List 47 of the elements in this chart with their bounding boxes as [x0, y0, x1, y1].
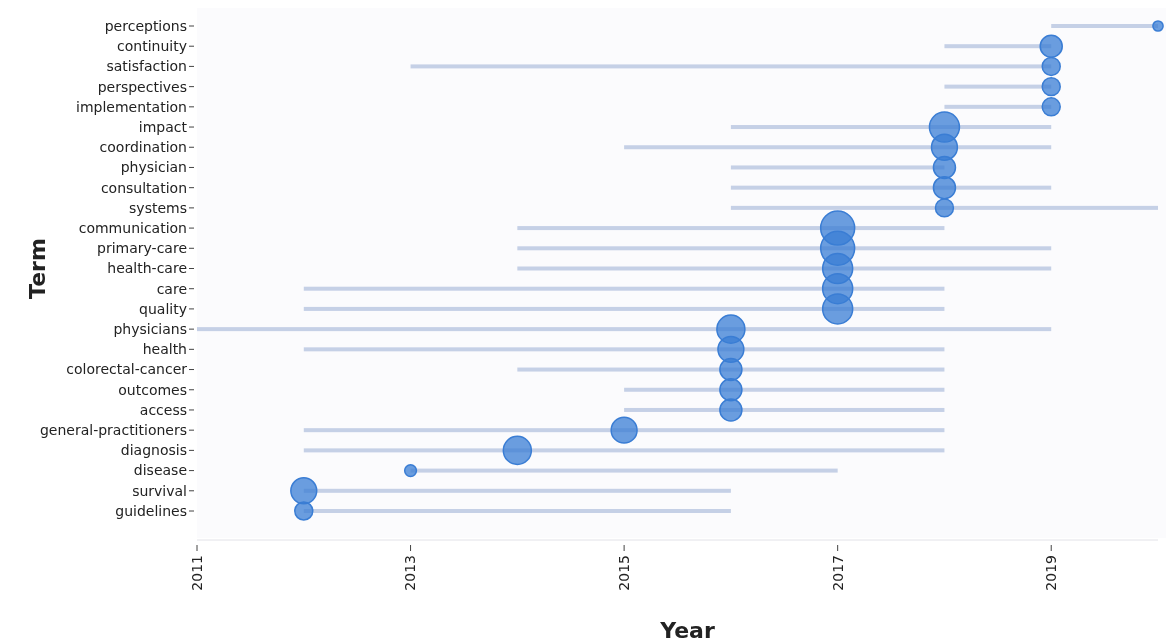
y-tick-label: systems [129, 199, 187, 216]
y-tick-label: perspectives [97, 78, 187, 95]
bar [624, 407, 945, 412]
bar [303, 347, 945, 352]
y-tick-label: guidelines [115, 502, 187, 519]
y-tick-label: quality [139, 300, 187, 317]
bar [517, 266, 1052, 271]
y-tick-label: survival [132, 482, 187, 499]
y-tick-label: care [156, 280, 187, 297]
bar [517, 246, 1052, 251]
y-tick-label: physicians [113, 321, 187, 338]
bar [303, 428, 945, 433]
y-tick-label: physician [120, 159, 187, 176]
y-tick-label: disease [133, 462, 187, 479]
y-tick-label: colorectal-cancer [66, 361, 188, 378]
bar [303, 306, 945, 311]
y-tick-label: access [139, 401, 187, 418]
y-tick-label: diagnosis [120, 442, 187, 459]
bar [303, 448, 945, 453]
bar [303, 286, 945, 291]
y-tick-label: perceptions [104, 17, 187, 34]
bar [517, 367, 945, 372]
bar [730, 205, 1158, 210]
y-tick-label: general-practitioners [39, 422, 187, 439]
x-tick-label: 2019 [1043, 555, 1060, 591]
x-tick-label: 2017 [829, 555, 846, 591]
y-tick-label: impact [138, 118, 188, 135]
y-tick-label: communication [78, 219, 187, 236]
bar [624, 145, 1052, 150]
y-tick-label: health [142, 341, 187, 358]
y-tick-label: outcomes [118, 381, 187, 398]
y-tick-label: implementation [76, 98, 187, 115]
y-axis-title: Term [25, 238, 50, 299]
x-axis-title: Year [659, 618, 715, 643]
y-tick-label: primary-care [97, 240, 187, 257]
bar [624, 387, 945, 392]
y-tick-label: consultation [100, 179, 187, 196]
y-tick-label: satisfaction [106, 58, 187, 75]
x-tick-label: 2011 [188, 555, 205, 591]
x-tick-label: 2015 [616, 555, 633, 591]
x-tick-label: 2013 [402, 555, 419, 591]
bar [517, 226, 945, 231]
bar [197, 327, 1052, 332]
y-tick-label: health-care [107, 260, 187, 277]
y-tick-label: continuity [117, 38, 187, 55]
y-tick-label: coordination [99, 139, 187, 156]
bar [730, 185, 1052, 190]
